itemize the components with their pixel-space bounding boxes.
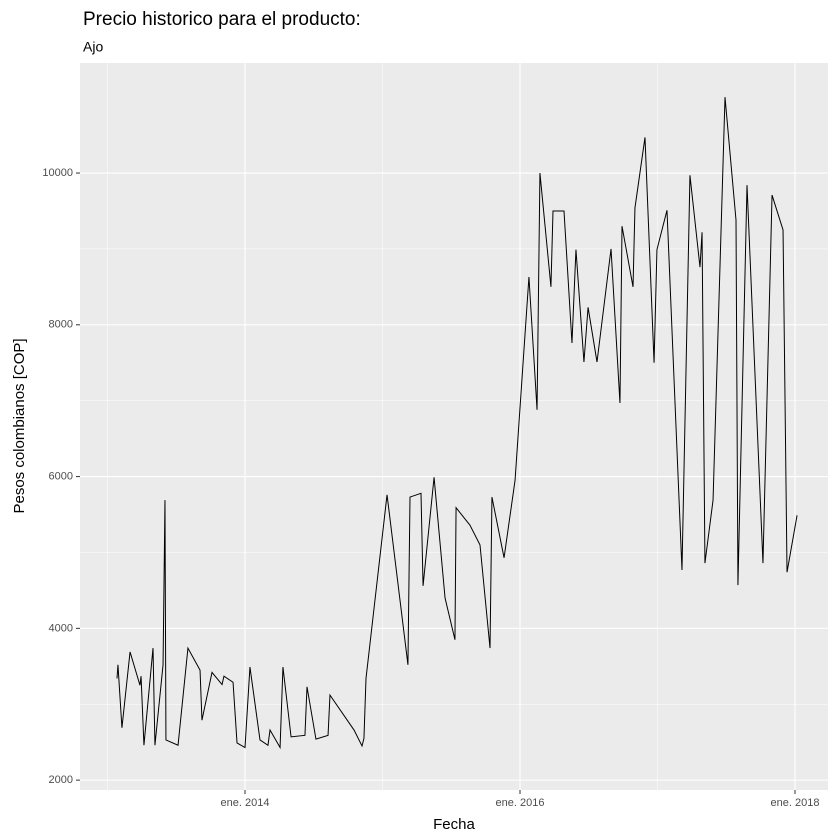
x-tick-label: ene. 2018 <box>771 797 820 809</box>
y-tick-label: 2000 <box>49 774 73 786</box>
panel <box>80 63 828 790</box>
grid <box>80 63 828 790</box>
x-axis-title: Fecha <box>433 816 475 833</box>
chart-subtitle: Ajo <box>83 39 103 55</box>
y-tick-label: 4000 <box>49 622 73 634</box>
chart-title: Precio historico para el producto: <box>83 9 361 30</box>
price-line <box>116 97 798 750</box>
y-tick-label: 10000 <box>42 167 73 179</box>
x-tick-label: ene. 2016 <box>496 797 545 809</box>
y-tick-label: 8000 <box>49 319 73 331</box>
x-tick-label: ene. 2014 <box>221 797 270 809</box>
y-tick-label: 6000 <box>49 470 73 482</box>
y-axis-title: Pesos colombianos [COP] <box>11 338 28 513</box>
